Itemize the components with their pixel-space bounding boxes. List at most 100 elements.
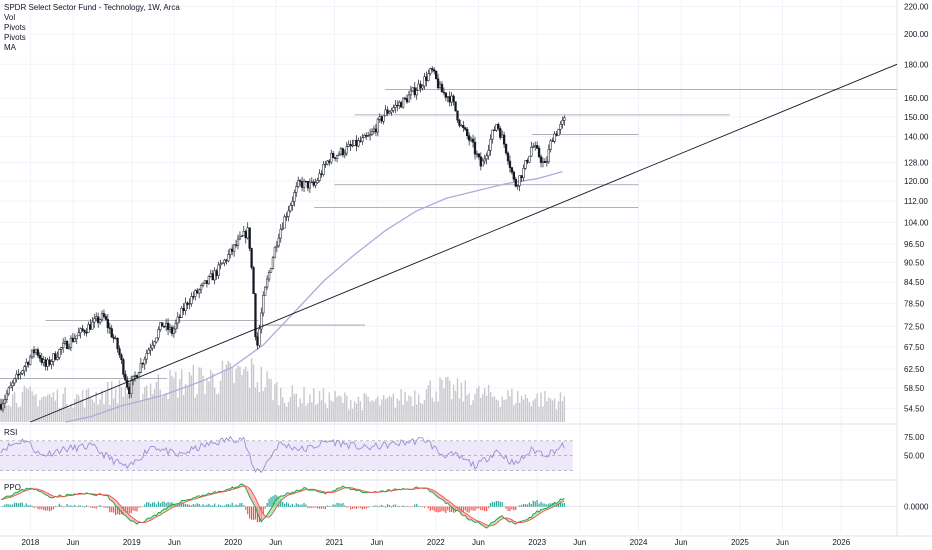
ppo-histogram-bar (332, 504, 334, 507)
candle (528, 155, 531, 164)
ppo-histogram-bar (410, 506, 412, 508)
candle-body (341, 148, 345, 156)
grid-layer (0, 0, 932, 537)
candle (42, 356, 45, 367)
ppo-pane-label[interactable]: PPO (4, 483, 21, 492)
ppo-histogram-bar (388, 504, 391, 507)
volume-bar (305, 405, 307, 422)
ppo-histogram-bar (231, 502, 233, 507)
candle (386, 106, 389, 116)
candle (376, 117, 380, 137)
legend-indicator-vol[interactable]: Vol (4, 13, 16, 22)
candle-body (380, 116, 383, 122)
ppo-histogram-bar (272, 496, 274, 507)
rsi-pane-label[interactable]: RSI (4, 428, 18, 437)
ppo-histogram-bar (247, 506, 249, 515)
candle-body (508, 160, 512, 168)
candle-body (419, 83, 422, 89)
candle (50, 359, 53, 370)
candle (411, 87, 414, 93)
ppo-histogram-bar (10, 504, 12, 507)
volume-bar (161, 397, 163, 422)
ppo-histogram-bar (441, 506, 443, 512)
candle-body (299, 180, 302, 182)
ppo-histogram-bar (56, 506, 58, 508)
candle (308, 178, 312, 193)
volume-bar (50, 397, 53, 422)
candle-body (386, 109, 389, 114)
volume-bar (313, 388, 315, 422)
ppo-histogram-bar (472, 506, 474, 511)
candle (281, 222, 284, 231)
price-tick-label: 112.00 (904, 197, 928, 206)
candle (504, 143, 508, 156)
legend-indicator-pivots[interactable]: Pivots (4, 33, 26, 42)
volume-bar (4, 406, 6, 422)
volume-bar (553, 398, 556, 422)
candle-body (551, 140, 554, 142)
volume-bar (456, 378, 459, 422)
candle (324, 160, 327, 168)
candle-body (448, 96, 451, 103)
ppo-histogram-bar (243, 505, 245, 507)
candle-body (444, 92, 447, 98)
volume-bar (501, 396, 503, 422)
ppo-histogram-bar (530, 503, 532, 507)
volume-bar (285, 406, 288, 422)
candle-body (518, 175, 521, 186)
candle (559, 121, 562, 135)
volume-bar (346, 395, 348, 422)
ppo-histogram-bar (19, 502, 22, 507)
legend-indicator-pivots[interactable]: Pivots (4, 23, 26, 32)
ppo-histogram-bar (511, 506, 513, 510)
volume-bar (10, 406, 12, 422)
price-tick-label: 62.50 (904, 365, 925, 374)
volume-bar (278, 405, 280, 422)
time-tick-label: Jun (168, 538, 181, 547)
candle-body (471, 138, 475, 143)
volume-bar (487, 384, 490, 422)
ppo-histogram-bar (348, 506, 350, 508)
ppo-histogram-bar (21, 502, 23, 507)
ppo-histogram-bar (445, 506, 447, 514)
candle-body (337, 153, 341, 156)
candle-body (250, 248, 253, 268)
candle-body (262, 295, 265, 314)
volume-bar (540, 392, 542, 422)
volume-bar (283, 402, 286, 422)
candle-body (5, 393, 8, 400)
candle-body (114, 337, 117, 340)
candle (1, 399, 5, 413)
ppo-histogram-bar (14, 502, 16, 507)
ppo-histogram-bar (383, 506, 385, 507)
candle-body (62, 342, 65, 348)
ppo-histogram-bar (359, 506, 361, 509)
ppo-histogram-bar (336, 502, 338, 507)
candle (322, 160, 325, 177)
volume-bar (509, 396, 511, 422)
volume-bar (332, 401, 334, 422)
candle (522, 164, 525, 182)
candle (442, 87, 446, 96)
ppo-histogram-bar (165, 503, 167, 507)
volume-bars (0, 358, 566, 422)
ppo-histogram-bar (249, 506, 251, 519)
candle (67, 343, 71, 351)
ppo-histogram-bar (188, 504, 191, 507)
candle-body (530, 147, 533, 157)
candle (462, 121, 465, 132)
legend-indicator-ma[interactable]: MA (4, 43, 16, 52)
candle-body (100, 313, 104, 320)
volume-bar (111, 381, 113, 422)
candle-body (555, 133, 558, 136)
candle (238, 231, 242, 241)
candle (13, 377, 16, 386)
candle-body (493, 129, 496, 132)
volume-bar (8, 405, 10, 422)
candle-body (240, 235, 244, 237)
candle (5, 389, 8, 403)
candle-body (534, 145, 537, 147)
ppo-histogram-bar (97, 506, 99, 507)
ppo-histogram-bar (491, 501, 494, 507)
